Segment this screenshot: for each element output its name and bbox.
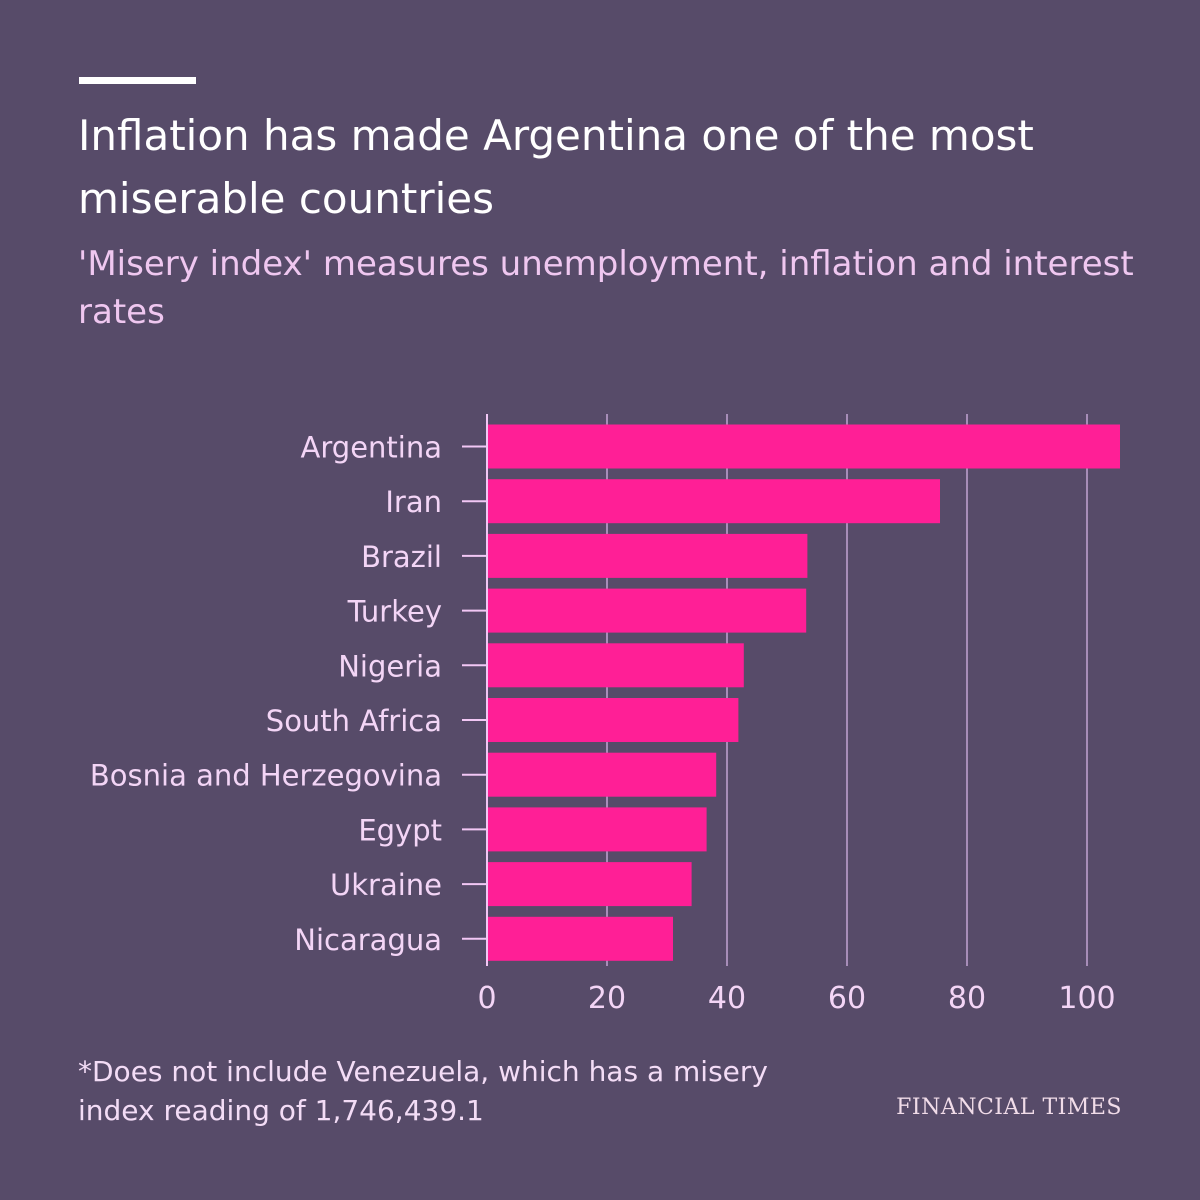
x-tick-label: 100 — [1058, 981, 1115, 1016]
bar-brazil — [487, 533, 808, 578]
category-label: Nicaragua — [294, 923, 442, 957]
footnote: *Does not include Venezuela, which has a… — [78, 1055, 768, 1127]
category-label: Nigeria — [338, 649, 442, 683]
bar-egypt — [487, 807, 707, 852]
x-axis: 0 20 40 60 80 100 — [477, 981, 1115, 1016]
bar-argentina — [487, 424, 1120, 469]
y-axis: Argentina Iran Brazil Turkey Nigeria South Af… — [90, 414, 488, 966]
category-label: Ukraine — [330, 868, 442, 902]
category-label: Argentina — [301, 431, 442, 465]
chart-subtitle: 'Misery index' measures unemployment, in… — [78, 244, 1134, 332]
chart-title: Inflation has made Argentina one of the … — [78, 111, 1034, 223]
category-label: Bosnia and Herzegovina — [90, 759, 442, 793]
bar-ukraine — [487, 862, 692, 907]
category-label: South Africa — [266, 704, 442, 738]
bar-series — [487, 424, 1120, 961]
x-tick-label: 20 — [588, 981, 626, 1016]
x-tick-label: 60 — [828, 981, 866, 1016]
bar-chart: Argentina Iran Brazil Turkey Nigeria South Af… — [90, 414, 1120, 1016]
bar-turkey — [487, 588, 807, 633]
category-label: Turkey — [347, 595, 442, 629]
bar-bosnia-and-herzegovina — [487, 752, 717, 797]
bar-nigeria — [487, 643, 744, 688]
bar-south-africa — [487, 698, 739, 742]
x-tick-label: 40 — [708, 981, 746, 1016]
title-accent-rule — [79, 77, 196, 84]
category-label: Iran — [385, 485, 442, 519]
x-tick-label: 0 — [477, 981, 496, 1016]
bar-nicaragua — [487, 916, 673, 961]
bar-iran — [487, 479, 940, 524]
source-logo: FINANCIAL TIMES — [896, 1095, 1122, 1120]
category-label: Egypt — [358, 813, 442, 847]
category-label: Brazil — [361, 540, 442, 574]
x-tick-label: 80 — [948, 981, 986, 1016]
